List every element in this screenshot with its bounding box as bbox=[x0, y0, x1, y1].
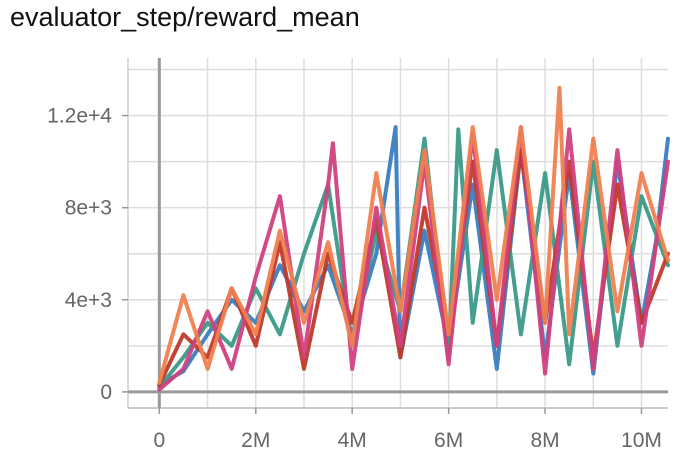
series-line-4 bbox=[157, 125, 670, 392]
chart-title: evaluator_step/reward_mean bbox=[10, 2, 360, 32]
y-tick-label: 1.2e+4 bbox=[47, 105, 112, 128]
x-tick-label: 8M bbox=[530, 429, 559, 452]
x-tick-label: 4M bbox=[338, 429, 367, 452]
axes bbox=[122, 58, 668, 414]
x-tick-label: 6M bbox=[434, 429, 463, 452]
y-tick-label: 8e+3 bbox=[65, 197, 112, 220]
x-tick-label: 2M bbox=[241, 429, 270, 452]
y-tick-label: 4e+3 bbox=[65, 289, 112, 312]
series-lines bbox=[157, 85, 670, 392]
y-tick-label: 0 bbox=[100, 381, 112, 404]
x-tick-label: 0 bbox=[153, 429, 165, 452]
x-tick-label: 10M bbox=[621, 429, 662, 452]
tick-labels: 0 2M 4M 6M 8M 10M 0 4e+3 8e+3 1.2e+4 bbox=[47, 105, 662, 452]
series-line-5 bbox=[157, 85, 670, 385]
